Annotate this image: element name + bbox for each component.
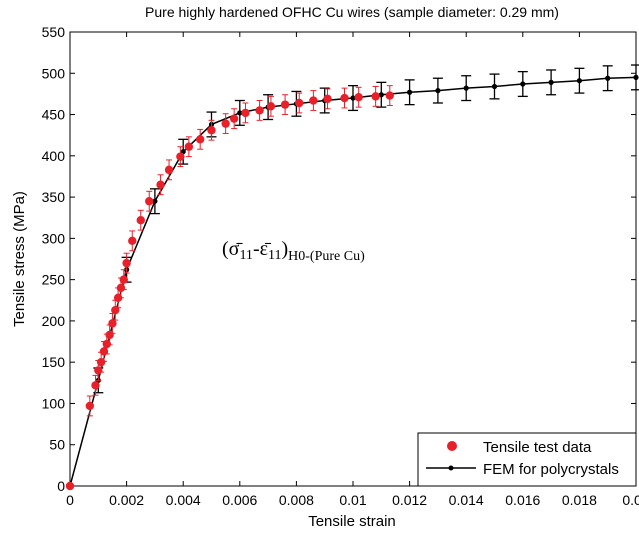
test-point — [108, 319, 117, 328]
test-point — [111, 305, 120, 315]
test-point — [266, 102, 276, 111]
test-point — [207, 126, 216, 135]
y-tick-label: 200 — [42, 313, 66, 329]
test-point — [229, 114, 239, 123]
x-tick-label: 0.006 — [222, 492, 257, 508]
test-point — [102, 339, 111, 349]
y-tick-label: 450 — [42, 107, 66, 123]
fem-line — [69, 76, 637, 487]
x-tick-label: 0.018 — [562, 492, 597, 508]
test-point — [99, 347, 109, 356]
fem-point — [605, 75, 611, 81]
legend-label-fem: FEM for polycrystals — [483, 461, 619, 478]
test-point — [176, 152, 185, 161]
fem-point — [576, 78, 583, 84]
test-point — [323, 94, 332, 104]
test-point — [91, 381, 100, 390]
x-tick-label: 0.004 — [166, 492, 201, 508]
formula-close: ) — [281, 238, 288, 260]
fem-point — [548, 79, 554, 85]
test-point — [116, 283, 126, 293]
test-point — [105, 330, 114, 340]
test-point — [280, 100, 290, 109]
y-tick-label: 300 — [42, 230, 66, 246]
test-point — [195, 135, 205, 144]
fem-point — [378, 92, 384, 98]
formula-sub1: 11 — [239, 248, 252, 263]
test-point — [122, 258, 131, 268]
formula-sub3: H0-(Pure Cu) — [288, 249, 365, 264]
fem-point — [152, 198, 158, 204]
test-point — [221, 119, 230, 128]
test-point — [136, 216, 145, 225]
test-point — [295, 98, 304, 108]
formula-sub2: 11 — [268, 248, 281, 263]
y-tick-label: 400 — [42, 148, 66, 164]
test-point — [354, 93, 363, 102]
test-point — [164, 165, 174, 175]
y-axis-title: Tensile stress (MPa) — [11, 191, 28, 327]
x-axis-title: Tensile strain — [308, 513, 396, 530]
test-point — [184, 142, 194, 151]
test-point — [128, 236, 137, 246]
test-point — [309, 96, 318, 105]
test-point — [94, 366, 103, 375]
legend-marker-test — [447, 441, 457, 451]
x-tick-label: 0.016 — [505, 492, 540, 508]
y-tick-label: 0 — [57, 478, 65, 494]
fem-point — [520, 81, 526, 87]
test-point — [255, 106, 264, 115]
test-point — [340, 93, 349, 103]
test-point — [156, 180, 165, 189]
x-tick-label: 0.012 — [392, 492, 427, 508]
legend: Tensile test data FEM for polycrystals — [417, 432, 637, 487]
fem-point — [237, 110, 243, 116]
x-tick-label: 0.02 — [622, 492, 639, 508]
y-tick-label: 50 — [49, 437, 65, 453]
x-tick-label: 0.01 — [339, 492, 366, 508]
y-tick-label: 350 — [42, 189, 66, 205]
test-series — [65, 85, 394, 491]
legend-label-test: Tensile test data — [483, 439, 592, 456]
y-tick-label: 150 — [42, 354, 66, 370]
y-tick-label: 550 — [42, 24, 66, 40]
test-point — [65, 481, 75, 491]
formula-mid: -ε̄ — [253, 238, 272, 260]
fem-point — [350, 95, 356, 101]
test-point — [371, 92, 380, 101]
fem-point — [463, 85, 469, 91]
chart-title: Pure highly hardened OFHC Cu wires (samp… — [145, 4, 559, 20]
test-point — [119, 275, 128, 284]
x-tick-label: 0.014 — [449, 492, 484, 508]
formula-open: (σ̄ — [222, 238, 243, 260]
y-tick-label: 100 — [42, 395, 66, 411]
test-point — [85, 401, 95, 411]
fem-point — [435, 88, 441, 94]
y-tick-label: 250 — [42, 272, 66, 288]
fem-point — [633, 74, 639, 80]
x-tick-label: 0.002 — [109, 492, 144, 508]
x-tick-label: 0.008 — [279, 492, 314, 508]
x-tick-label: 0 — [66, 492, 74, 508]
fem-point — [491, 83, 498, 90]
test-point — [145, 197, 154, 206]
formula-annotation: (σ̄11-ε̄11)H0-(Pure Cu) — [222, 238, 365, 264]
y-tick-label: 500 — [42, 65, 66, 81]
axis-ticks: 0 0.002 0.004 0.006 0.008 0.01 0.012 0.014 0.016… — [42, 24, 639, 508]
test-point — [241, 108, 250, 118]
test-point — [113, 293, 123, 302]
test-point — [96, 357, 106, 367]
legend-marker-fem — [448, 465, 454, 471]
fem-point — [407, 89, 413, 95]
fem-series — [67, 64, 639, 489]
test-point — [385, 91, 394, 100]
